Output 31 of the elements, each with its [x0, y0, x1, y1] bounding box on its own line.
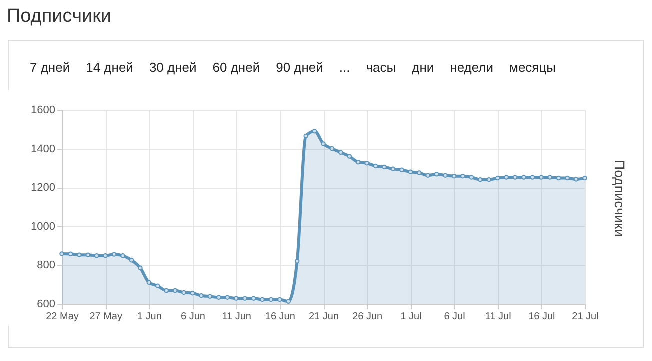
x-tick-label: 1 Jul [400, 312, 422, 322]
text: недели [449, 59, 495, 77]
text: дни [411, 59, 436, 77]
text: 7 дней [29, 59, 72, 77]
x-tick-label: 11 Jul [485, 312, 512, 322]
text: 14 дней [85, 59, 134, 77]
x-tick-label: 16 Jul [528, 312, 556, 322]
x-tick-label: 21 Jul [572, 312, 599, 322]
text: 90 дней [275, 59, 324, 77]
y-tick-label: 1400 [31, 143, 56, 156]
x-tick-label: 1 Jun [137, 312, 162, 322]
y-tick-label: 800 [37, 260, 56, 272]
x-tick-label: 11 Jun [222, 312, 252, 322]
text: часы [365, 59, 398, 77]
text: ... [338, 59, 352, 77]
y-tick-label: 600 [37, 298, 56, 310]
text: 30 дней [148, 59, 198, 77]
x-tick-label: 22 May [46, 312, 79, 322]
text: Подписчики [612, 160, 628, 238]
x-tick-label: 27 May [90, 312, 122, 322]
text: 60 дней [212, 59, 262, 77]
x-tick-label: 26 Jun [352, 312, 383, 322]
y-tick-label: 1000 [31, 220, 56, 233]
x-tick-label: 6 Jun [181, 312, 206, 322]
x-tick-label: 16 Jun [265, 312, 296, 322]
x-tick-label: 6 Jul [444, 312, 466, 322]
y-axis-title: Подписчики [7, 6, 112, 28]
y-tick-label: 1200 [31, 182, 56, 194]
x-tick-label: 21 Jun [308, 312, 340, 322]
text: месяцы [508, 59, 558, 77]
y-tick-label: 1600 [31, 104, 56, 116]
